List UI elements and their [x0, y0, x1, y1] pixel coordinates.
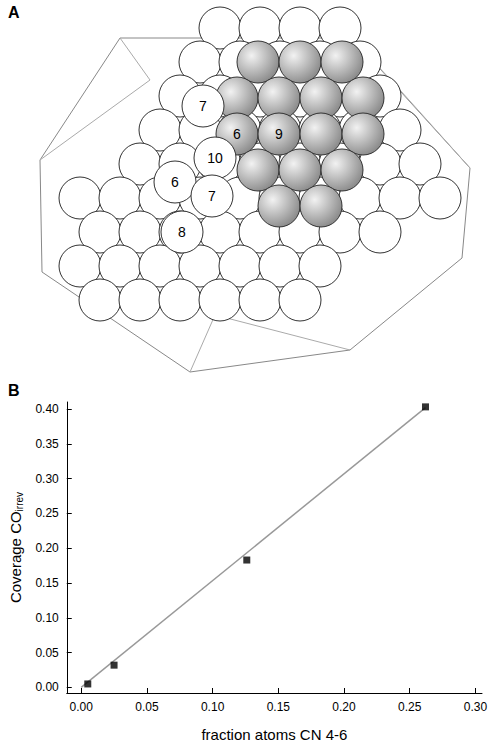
svg-text:0.20: 0.20	[332, 700, 356, 714]
svg-text:Coverage CO: Coverage CO	[7, 511, 24, 603]
svg-text:7: 7	[208, 188, 216, 204]
svg-text:fraction atoms CN 4-6: fraction atoms CN 4-6	[201, 726, 347, 743]
svg-text:0.30: 0.30	[464, 700, 488, 714]
svg-text:irrev: irrev	[14, 492, 25, 511]
svg-text:0.40: 0.40	[35, 402, 59, 416]
svg-text:6: 6	[233, 126, 241, 142]
svg-text:0.15: 0.15	[35, 576, 59, 590]
svg-text:0.35: 0.35	[35, 437, 59, 451]
svg-text:0.00: 0.00	[35, 680, 59, 694]
svg-text:0.10: 0.10	[35, 611, 59, 625]
svg-text:0.05: 0.05	[35, 646, 59, 660]
svg-text:8: 8	[178, 224, 186, 240]
svg-text:0.25: 0.25	[398, 700, 422, 714]
svg-text:6: 6	[171, 174, 179, 190]
svg-text:0.00: 0.00	[70, 700, 94, 714]
svg-text:7: 7	[199, 98, 207, 114]
svg-text:0.20: 0.20	[35, 541, 59, 555]
html-text:A: A	[8, 4, 20, 21]
svg-text:0.15: 0.15	[267, 700, 291, 714]
html-text:B: B	[8, 382, 20, 399]
svg-text:9: 9	[275, 126, 283, 142]
svg-text:0.10: 0.10	[201, 700, 225, 714]
svg-text:0.25: 0.25	[35, 506, 59, 520]
svg-text:10: 10	[207, 150, 223, 166]
svg-text:0.05: 0.05	[135, 700, 159, 714]
svg-text:0.30: 0.30	[35, 472, 59, 486]
